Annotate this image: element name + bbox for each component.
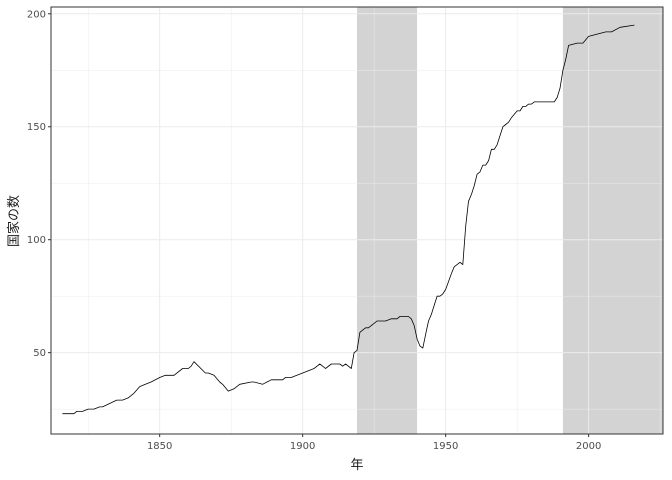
y-tick-label: 100 [27, 235, 46, 246]
shaded-periods [357, 7, 663, 434]
grid-lines [51, 7, 663, 434]
y-tick-label: 50 [33, 348, 46, 359]
series-layer [62, 24, 635, 415]
x-tick-label: 1850 [147, 441, 172, 452]
y-tick-label: 150 [27, 122, 46, 133]
x-tick-label: 1950 [433, 441, 458, 452]
x-tick-label: 2000 [576, 441, 601, 452]
plot-panel-border [50, 6, 664, 435]
x-tick-label: 1900 [290, 441, 315, 452]
y-tick-label: 200 [27, 9, 46, 20]
x-axis-title: 年 [350, 458, 363, 473]
shaded-period-1 [357, 7, 418, 434]
y-axis: 50 100 150 200 [27, 9, 51, 359]
series-line-1 [62, 24, 635, 415]
x-axis: 1850 1900 1950 2000 [147, 434, 601, 452]
shaded-period-2 [562, 7, 663, 434]
y-axis-title: 国家の数 [6, 195, 22, 247]
